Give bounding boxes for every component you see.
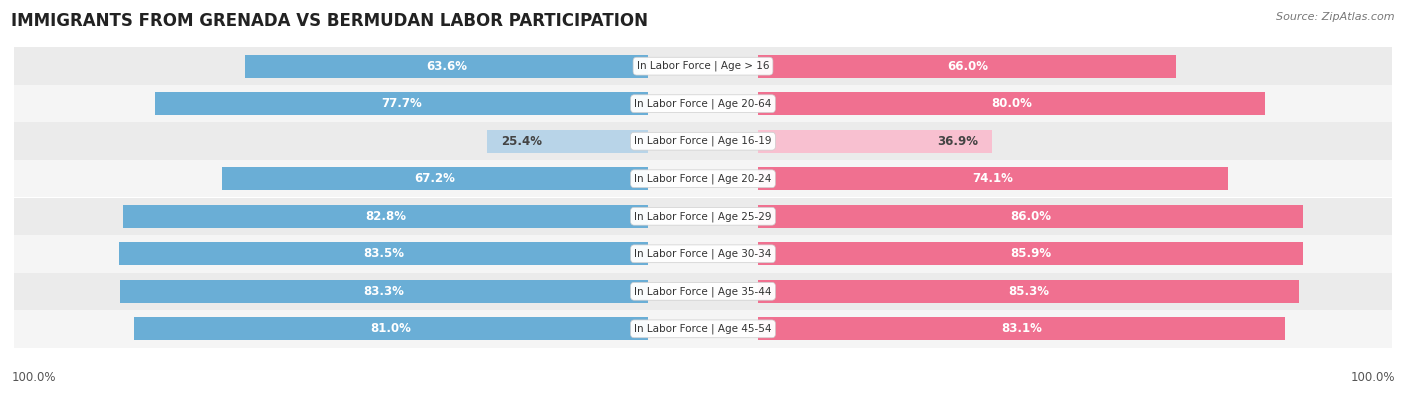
Text: In Labor Force | Age 35-44: In Labor Force | Age 35-44 <box>634 286 772 297</box>
Text: IMMIGRANTS FROM GRENADA VS BERMUDAN LABOR PARTICIPATION: IMMIGRANTS FROM GRENADA VS BERMUDAN LABO… <box>11 12 648 30</box>
Bar <box>156 92 648 115</box>
Bar <box>758 130 993 153</box>
Text: Source: ZipAtlas.com: Source: ZipAtlas.com <box>1277 12 1395 22</box>
Bar <box>758 92 1265 115</box>
Bar <box>758 167 1227 190</box>
Text: 36.9%: 36.9% <box>938 135 979 148</box>
Bar <box>14 198 1392 235</box>
Bar <box>14 47 1392 85</box>
Bar <box>486 130 648 153</box>
Text: 81.0%: 81.0% <box>371 322 412 335</box>
Text: In Labor Force | Age 16-19: In Labor Force | Age 16-19 <box>634 136 772 147</box>
Text: 80.0%: 80.0% <box>991 97 1032 110</box>
Text: In Labor Force | Age 30-34: In Labor Force | Age 30-34 <box>634 248 772 259</box>
Bar <box>124 205 648 228</box>
Text: 74.1%: 74.1% <box>973 172 1014 185</box>
Text: 82.8%: 82.8% <box>366 210 406 223</box>
Bar <box>14 85 1392 122</box>
Text: In Labor Force | Age 20-64: In Labor Force | Age 20-64 <box>634 98 772 109</box>
Text: 100.0%: 100.0% <box>1350 371 1395 384</box>
Text: In Labor Force | Age 20-24: In Labor Force | Age 20-24 <box>634 173 772 184</box>
Bar <box>118 242 648 265</box>
Bar <box>135 317 648 340</box>
Text: 83.5%: 83.5% <box>363 247 404 260</box>
Text: 85.3%: 85.3% <box>1008 285 1049 298</box>
Text: 100.0%: 100.0% <box>11 371 56 384</box>
Text: 85.9%: 85.9% <box>1010 247 1050 260</box>
Bar <box>14 273 1392 310</box>
Bar <box>758 317 1285 340</box>
Bar <box>14 235 1392 273</box>
Bar <box>245 55 648 78</box>
Text: 77.7%: 77.7% <box>381 97 422 110</box>
Text: 63.6%: 63.6% <box>426 60 467 73</box>
Text: 67.2%: 67.2% <box>415 172 456 185</box>
Bar <box>120 280 648 303</box>
Legend: Immigrants from Grenada, Bermudan: Immigrants from Grenada, Bermudan <box>555 391 851 395</box>
Bar <box>14 122 1392 160</box>
Text: 66.0%: 66.0% <box>946 60 988 73</box>
Bar <box>14 160 1392 198</box>
Bar <box>222 167 648 190</box>
Bar <box>758 242 1302 265</box>
Text: 86.0%: 86.0% <box>1010 210 1052 223</box>
Text: In Labor Force | Age 25-29: In Labor Force | Age 25-29 <box>634 211 772 222</box>
Bar <box>758 55 1177 78</box>
Text: 83.1%: 83.1% <box>1001 322 1042 335</box>
Text: 83.3%: 83.3% <box>364 285 405 298</box>
Bar <box>758 205 1303 228</box>
Text: In Labor Force | Age > 16: In Labor Force | Age > 16 <box>637 61 769 71</box>
Text: 25.4%: 25.4% <box>501 135 541 148</box>
Text: In Labor Force | Age 45-54: In Labor Force | Age 45-54 <box>634 324 772 334</box>
Bar <box>758 280 1299 303</box>
Bar <box>14 310 1392 348</box>
